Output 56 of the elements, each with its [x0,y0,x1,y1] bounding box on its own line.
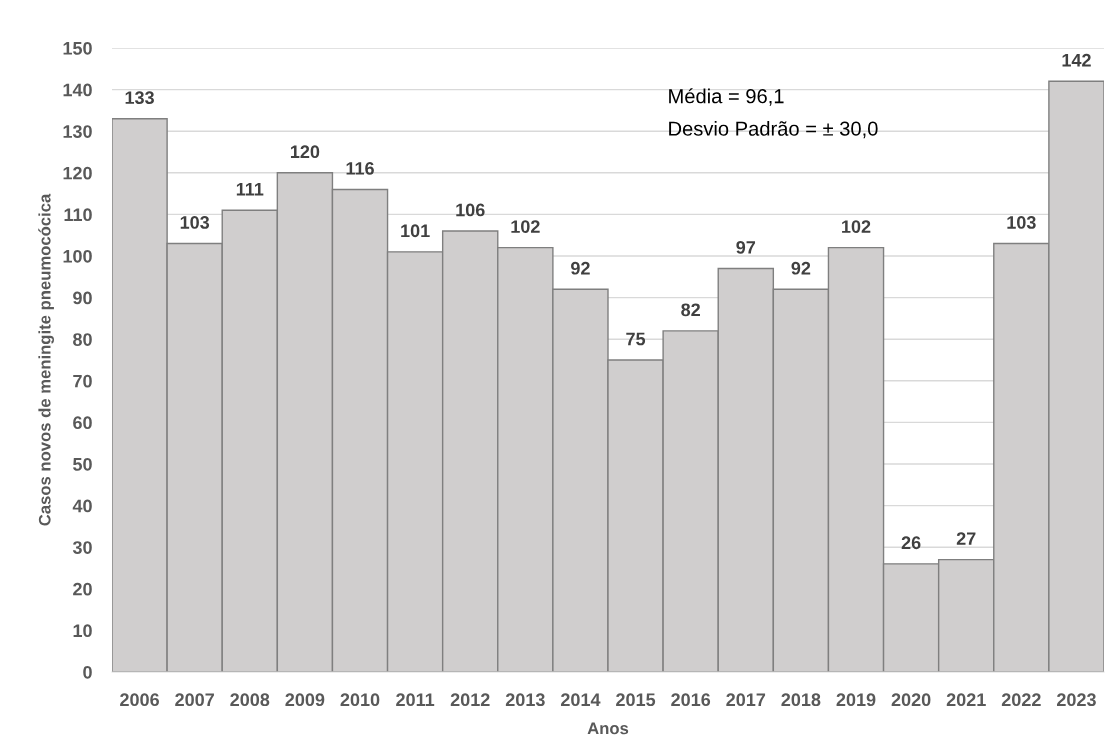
x-tick-label: 2023 [1056,693,1096,707]
y-tick-label: 130 [63,125,92,138]
y-tick-label: 60 [73,416,92,430]
x-tick-label: 2022 [1001,693,1041,707]
y-tick-label: 90 [73,291,92,305]
data-label: 120 [290,145,320,159]
x-tick-label: 2021 [946,693,986,707]
data-label: 111 [236,182,264,196]
data-label: 106 [456,203,485,217]
data-label: 92 [571,261,590,275]
data-label: 26 [901,536,921,550]
y-tick-label: 50 [73,457,92,471]
x-tick-label: 2010 [340,693,380,707]
x-tick-label: 2011 [396,693,435,707]
x-tick-label: 2012 [450,693,490,707]
data-label: 102 [842,220,871,233]
y-tick-label: 120 [63,166,92,180]
x-tick-label: 2015 [616,693,656,707]
y-tick-label: 30 [72,541,92,554]
y-tick-label: 80 [73,333,92,346]
x-tick-label: 2014 [560,693,601,707]
x-tick-label: 2016 [671,693,711,707]
data-label: 103 [180,216,210,229]
y-tick-label: 140 [63,83,92,97]
x-tick-label: 2006 [120,693,159,707]
data-label: 103 [1007,216,1036,229]
x-tick-label: 2017 [726,693,766,707]
data-label: 116 [346,161,374,175]
x-tick-label: 2018 [781,693,821,707]
y-tick-label: 110 [64,208,92,222]
data-label: 101 [401,224,430,238]
y-tick-label: 40 [72,499,92,513]
y-tick-label: 150 [63,41,92,55]
x-tick-label: 2008 [230,693,270,707]
data-label: 27 [956,532,976,545]
data-label: 142 [1062,53,1091,67]
x-tick-label: 2009 [285,693,325,707]
y-axis-title: Casos novos de meningite pneumocócica [38,193,54,526]
data-label: 102 [511,220,540,233]
y-tick-label: 20 [73,582,92,596]
y-tick-label: 70 [73,374,92,388]
annotation: Desvio Padrão = ± 30,0 [669,120,878,139]
data-label: 75 [626,332,646,346]
x-axis-title: Anos [587,722,629,735]
data-label: 82 [681,303,700,317]
y-tick-label: 100 [63,249,92,263]
y-tick-label: 0 [83,665,92,679]
y-tick-label: 10 [73,624,92,638]
x-tick-label: 2020 [891,693,931,707]
x-tick-label: 2007 [175,693,214,707]
x-tick-label: 2013 [505,693,545,707]
annotation: Média = 96,1 [669,88,784,106]
data-label: 133 [125,91,154,105]
data-label: 92 [791,261,811,275]
data-label: 97 [736,241,756,254]
x-tick-label: 2019 [836,693,876,707]
